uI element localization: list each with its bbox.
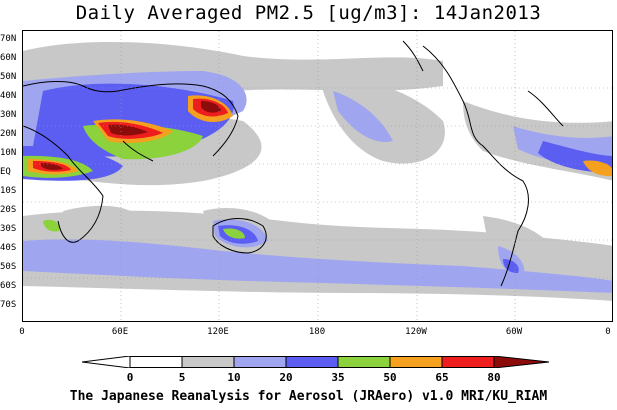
colorbar-tick: 80 bbox=[487, 371, 501, 384]
lon-label: 60E bbox=[111, 327, 129, 337]
lon-label: 180 bbox=[308, 327, 326, 337]
lat-label: 60S bbox=[0, 281, 17, 291]
colorbar-arrow-left bbox=[82, 356, 131, 368]
colorbar-swatch bbox=[233, 356, 287, 368]
colorbar-tick: 5 bbox=[178, 371, 186, 384]
lat-label: 70S bbox=[0, 300, 17, 310]
colorbar-swatch bbox=[441, 356, 495, 368]
lat-label: 20S bbox=[0, 205, 17, 215]
lat-label: 70N bbox=[0, 34, 17, 44]
colorbar-swatch bbox=[285, 356, 339, 368]
colorbar-tick: 20 bbox=[279, 371, 293, 384]
colorbar-tick: 35 bbox=[331, 371, 345, 384]
map-title: Daily Averaged PM2.5 [ug/m3]: 14Jan2013 bbox=[75, 2, 542, 24]
footer-credit: The Japanese Reanalysis for Aerosol (JRA… bbox=[69, 389, 548, 404]
lon-label: 0 bbox=[605, 327, 611, 337]
colorbar bbox=[82, 356, 550, 368]
lon-label: 120W bbox=[405, 327, 427, 337]
map-canvas bbox=[23, 31, 612, 321]
colorbar-svg bbox=[82, 356, 550, 368]
colorbar-arrow-right bbox=[493, 356, 550, 368]
graticule bbox=[23, 31, 612, 321]
lat-label: 30N bbox=[0, 110, 17, 120]
colorbar-tick: 0 bbox=[126, 371, 134, 384]
lat-label: 60N bbox=[0, 53, 17, 63]
pm25-map bbox=[22, 30, 613, 322]
lat-label: EQ bbox=[0, 167, 11, 177]
lat-label: 50N bbox=[0, 72, 17, 82]
pm25-level-over-80 bbox=[41, 101, 221, 170]
colorbar-swatch bbox=[181, 356, 235, 368]
lon-label: 0 bbox=[19, 327, 25, 337]
lat-label: 30S bbox=[0, 224, 17, 234]
lat-label: 40S bbox=[0, 243, 17, 253]
lat-label: 10S bbox=[0, 186, 17, 196]
coastlines bbox=[23, 40, 564, 287]
lon-label: 60W bbox=[505, 327, 523, 337]
colorbar-tick: 65 bbox=[435, 371, 449, 384]
colorbar-tick: 10 bbox=[227, 371, 241, 384]
colorbar-swatch bbox=[337, 356, 391, 368]
lon-label: 120E bbox=[207, 327, 229, 337]
colorbar-swatch bbox=[389, 356, 443, 368]
colorbar-tick: 50 bbox=[383, 371, 397, 384]
lat-label: 10N bbox=[0, 148, 17, 158]
lat-label: 40N bbox=[0, 91, 17, 101]
lat-label: 20N bbox=[0, 129, 17, 139]
colorbar-swatch bbox=[129, 356, 183, 368]
lat-label: 50S bbox=[0, 262, 17, 272]
